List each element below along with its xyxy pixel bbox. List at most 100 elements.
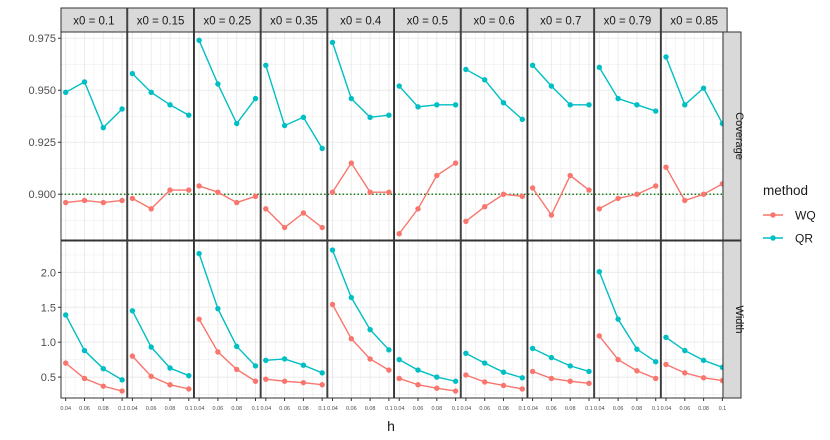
x-tick-label: 0.04 <box>327 406 338 412</box>
data-point-wq <box>452 388 459 394</box>
data-point-wq <box>500 191 507 197</box>
panel-border <box>260 240 328 399</box>
data-point-qr <box>119 106 125 112</box>
data-point-qr <box>129 70 136 77</box>
facet-strip <box>60 7 128 33</box>
x-tick-label: 0.1 <box>385 406 393 412</box>
x-tick-label: 0.06 <box>679 406 690 412</box>
x-tick-label: 0.08 <box>298 406 309 412</box>
series-line-wq <box>465 193 523 222</box>
series-line-wq <box>465 374 523 390</box>
x-tick-label: 0.06 <box>213 406 224 412</box>
data-point-wq <box>167 382 173 388</box>
data-point-wq <box>148 373 154 380</box>
x-tick-label: 0.08 <box>565 406 576 412</box>
data-point-qr <box>519 375 525 381</box>
data-point-wq <box>100 199 107 206</box>
series-line-qr <box>665 56 724 124</box>
series-line-wq <box>198 318 256 382</box>
data-point-wq <box>548 212 555 218</box>
data-point-wq <box>548 375 555 382</box>
data-point-qr <box>634 102 640 108</box>
data-point-qr <box>386 112 392 118</box>
data-point-wq <box>396 231 402 237</box>
y-tick-label: 0.975 <box>28 33 56 45</box>
x-tick-label: 0.1 <box>518 406 526 412</box>
data-point-wq <box>300 210 307 216</box>
data-point-qr <box>386 347 392 353</box>
data-point-qr <box>252 95 259 102</box>
data-point-wq <box>386 367 392 373</box>
data-point-wq <box>700 375 707 381</box>
x-tick-label: 0.04 <box>60 406 71 412</box>
data-point-wq <box>234 199 240 206</box>
data-point-wq <box>281 224 288 231</box>
data-point-wq <box>452 160 459 166</box>
data-point-qr <box>263 62 269 68</box>
data-point-wq <box>148 206 154 212</box>
x-tick-label: 0.08 <box>98 406 109 412</box>
panel-border <box>193 240 261 399</box>
x-tick-label: 0.1 <box>185 406 193 412</box>
series-line-qr <box>598 66 656 112</box>
x-tick-label: 0.04 <box>527 406 538 412</box>
x-tick-label: 0.08 <box>365 406 376 412</box>
data-point-wq <box>263 206 269 212</box>
x-tick-label: 0.04 <box>127 406 138 412</box>
data-point-wq <box>252 193 259 200</box>
data-point-qr <box>319 145 325 152</box>
data-point-wq <box>167 187 173 193</box>
series-line-wq <box>665 166 723 202</box>
row-strip <box>722 31 742 241</box>
data-point-qr <box>396 83 402 89</box>
row-strip-label: Coverage <box>733 112 745 160</box>
data-point-wq <box>119 197 125 204</box>
facet-label: x0 = 0.5 <box>407 16 448 28</box>
data-point-wq <box>529 185 536 191</box>
facet-label: x0 = 0.35 <box>270 16 318 28</box>
data-point-wq <box>615 195 621 202</box>
data-point-qr <box>482 360 488 366</box>
data-point-wq <box>119 388 125 394</box>
series-line-qr <box>331 42 389 119</box>
data-point-qr <box>234 120 240 127</box>
series-line-qr <box>598 271 657 363</box>
data-point-qr <box>62 89 69 96</box>
panel-border <box>460 240 528 399</box>
data-point-wq <box>129 353 136 359</box>
data-point-wq <box>634 368 640 374</box>
facet-label: x0 = 0.1 <box>73 16 114 28</box>
data-point-wq <box>586 380 592 387</box>
data-point-wq <box>319 382 325 388</box>
x-tick-label: 0.1 <box>652 406 660 412</box>
data-point-wq <box>434 385 440 391</box>
series-line-wq <box>598 185 656 210</box>
series-line-wq <box>265 208 323 229</box>
y-tick-label: 2.0 <box>41 267 56 279</box>
series-line-qr <box>331 249 390 351</box>
facet-strip <box>327 7 395 33</box>
series-line-wq <box>331 161 389 193</box>
data-point-wq <box>81 197 88 204</box>
x-tick-label: 0.04 <box>194 406 205 412</box>
data-point-qr <box>319 370 325 376</box>
data-point-wq <box>319 224 325 231</box>
data-point-qr <box>215 305 221 312</box>
data-point-qr <box>300 114 307 120</box>
x-tick-label: 0.04 <box>661 406 672 412</box>
data-point-qr <box>463 66 469 73</box>
data-point-wq <box>386 189 392 195</box>
data-point-wq <box>62 199 69 206</box>
data-point-qr <box>663 334 669 340</box>
series-line-qr <box>532 347 590 373</box>
panel-border <box>394 240 461 399</box>
legend-title: method <box>763 183 808 198</box>
data-point-wq <box>519 386 525 392</box>
x-tick-label: 0.04 <box>461 406 472 412</box>
series-line-wq <box>65 199 123 204</box>
data-point-wq <box>367 189 373 195</box>
data-point-qr <box>586 368 592 375</box>
x-tick-label: 0.06 <box>413 406 424 412</box>
facet-label: x0 = 0.79 <box>604 16 652 28</box>
data-point-wq <box>415 382 421 388</box>
